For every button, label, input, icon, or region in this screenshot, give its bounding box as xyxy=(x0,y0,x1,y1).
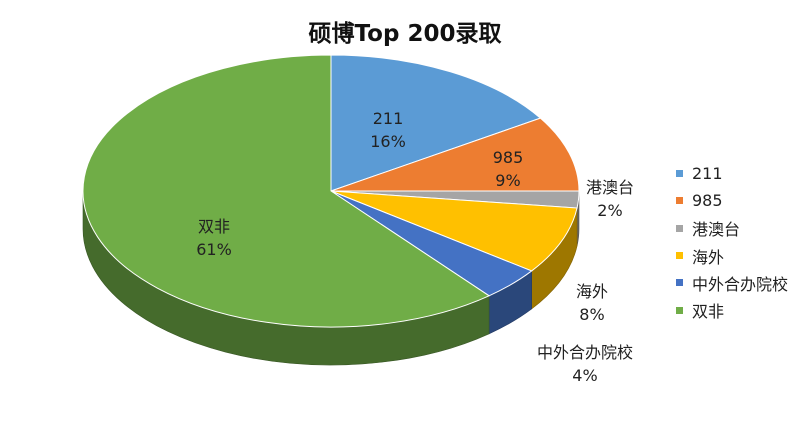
slice-label-name: 985 xyxy=(493,148,524,167)
legend-swatch xyxy=(676,170,683,178)
legend-label: 中外合办院校 xyxy=(692,274,789,294)
slice-label-name: 中外合办院校 xyxy=(537,343,633,362)
slice-label-percent: 4% xyxy=(572,366,597,385)
slice-label-percent: 8% xyxy=(579,305,604,324)
legend-swatch xyxy=(676,279,683,287)
legend-swatch xyxy=(676,197,683,205)
legend-swatch xyxy=(676,252,683,260)
slice-label-percent: 2% xyxy=(597,201,622,220)
slice-label-name: 港澳台 xyxy=(586,178,634,197)
legend-item: 港澳台 xyxy=(676,215,788,242)
slice-label-name: 海外 xyxy=(576,282,608,301)
pie-slices xyxy=(82,54,580,328)
slice-label-name: 211 xyxy=(373,109,404,128)
slice-0 xyxy=(330,54,542,192)
slice-1 xyxy=(330,117,580,192)
legend-item: 双非 xyxy=(676,296,788,323)
slice-label-percent: 61% xyxy=(196,240,232,259)
legend: 211 985 港澳台海外中外合办院校 双非 xyxy=(676,160,788,324)
slice-5 xyxy=(82,54,491,328)
legend-swatch xyxy=(676,224,683,232)
slice-label-percent: 16% xyxy=(370,132,406,151)
legend-item: 211 xyxy=(676,160,788,187)
legend-label: 985 xyxy=(692,191,723,211)
slice-label-name: 双非 xyxy=(198,217,230,236)
legend-item: 中外合办院校 xyxy=(676,269,788,296)
slice-3 xyxy=(330,190,578,272)
legend-label: 双非 xyxy=(692,302,725,322)
pie-sides xyxy=(82,190,580,366)
legend-item: 985 xyxy=(676,187,788,214)
legend-item: 海外 xyxy=(676,242,788,269)
legend-swatch xyxy=(676,306,683,314)
slice-labels: 211 16% 985 9% 港澳台 2% 海外 8% 中外合办院校 4% 双非 61% xyxy=(196,109,634,385)
legend-label: 港澳台 xyxy=(692,220,741,240)
legend-label: 海外 xyxy=(692,247,725,267)
slice-label-percent: 9% xyxy=(495,171,520,190)
legend-label: 211 xyxy=(692,164,723,184)
chart-title: 硕博Top 200录取 xyxy=(308,21,502,47)
